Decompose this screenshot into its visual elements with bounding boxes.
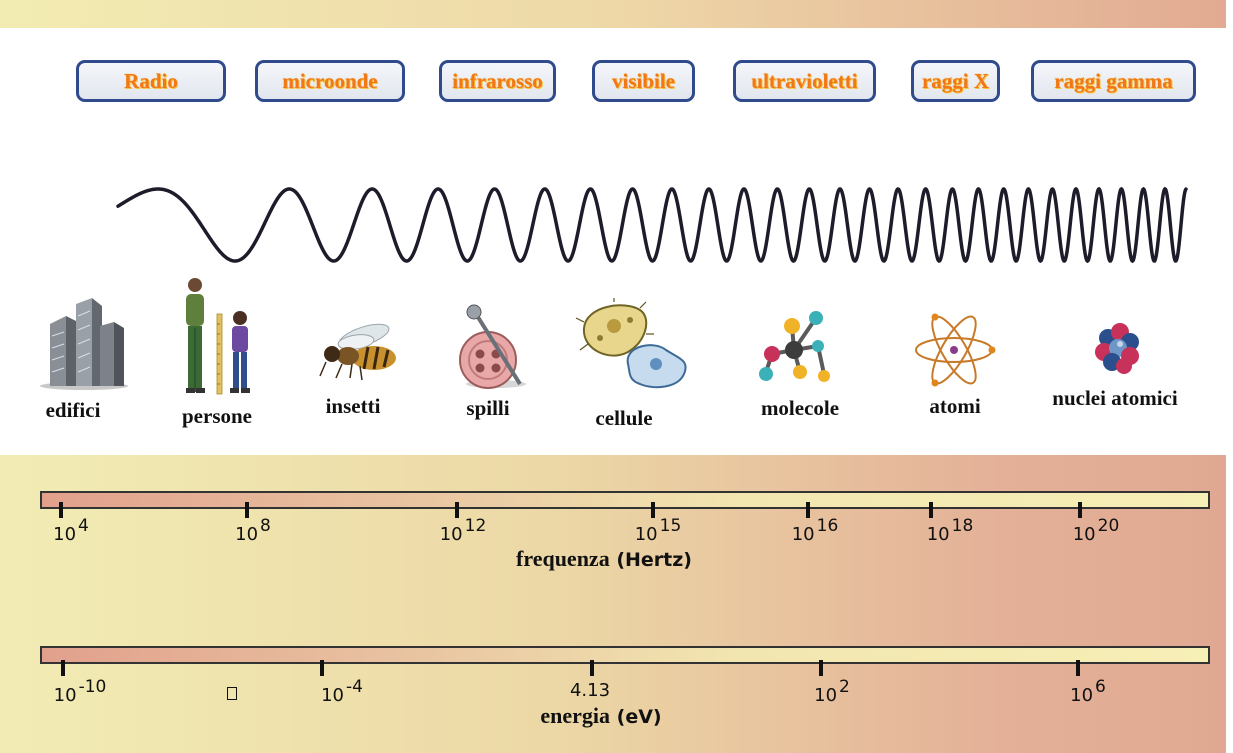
energy-tick <box>819 660 823 676</box>
energy-tick <box>320 660 324 676</box>
region-pill-gamma: raggi gamma <box>1031 60 1196 102</box>
region-pill-microwave: microonde <box>255 60 405 102</box>
frequency-tick-label: 10 8 <box>235 516 271 545</box>
region-label: infrarosso <box>452 68 543 93</box>
right-edge <box>1226 0 1233 753</box>
frequency-tick-label: 10 12 <box>439 516 487 545</box>
wave-path <box>116 186 1188 264</box>
region-label: raggi X <box>921 68 990 93</box>
frequency-tick <box>245 502 249 518</box>
cells-icon <box>575 298 687 389</box>
frequency-tick <box>455 502 459 518</box>
people-icon <box>186 278 250 395</box>
object-label-atoms: atomi <box>929 394 981 418</box>
energy-tick-label: 4.13 <box>569 680 611 701</box>
energy-tick <box>1076 660 1080 676</box>
frequency-tick <box>651 502 655 518</box>
energy-tick <box>590 660 594 676</box>
region-pill-ultraviolet: ultravioletti <box>733 60 876 102</box>
object-label-pins: spilli <box>466 396 510 420</box>
energy-bar <box>40 646 1210 664</box>
frequency-tick <box>59 502 63 518</box>
frequency-tick-label: 10 15 <box>634 516 682 545</box>
energy-tick-label: 10 2 <box>814 677 850 706</box>
pin-button-icon <box>459 304 526 389</box>
frequency-axis-title: frequenza (Hertz) <box>516 546 692 571</box>
object-label-people: persone <box>182 404 252 428</box>
nucleus-icon <box>1095 323 1139 374</box>
wave-curve <box>116 186 1188 264</box>
region-pill-visible: visibile <box>592 60 695 102</box>
region-label: microonde <box>282 68 378 93</box>
region-label: ultravioletti <box>751 68 858 93</box>
frequency-tick-label: 10 20 <box>1072 516 1120 545</box>
frequency-tick <box>1078 502 1082 518</box>
energy-tick-label: 10 6 <box>1070 677 1106 706</box>
energy-tick-label: 10 -10 <box>53 677 107 706</box>
object-label-nuclei: nuclei atomici <box>1052 386 1178 410</box>
object-label-cells: cellule <box>595 406 653 430</box>
frequency-bar <box>40 491 1210 509</box>
region-label: visibile <box>611 68 675 93</box>
region-pill-xray: raggi X <box>911 60 1000 102</box>
frequency-tick-label: 10 18 <box>926 516 974 545</box>
object-label-buildings: edifici <box>45 398 101 422</box>
frequency-tick <box>929 502 933 518</box>
buildings-icon <box>40 298 128 390</box>
energy-axis-title: energia (eV) <box>540 703 662 728</box>
object-label-insects: insetti <box>325 394 381 418</box>
placeholder-box <box>227 687 237 700</box>
energy-tick <box>61 660 65 676</box>
frequency-tick-label: 10 4 <box>53 516 89 545</box>
region-label: raggi gamma <box>1054 68 1173 93</box>
atom-icon <box>915 313 996 387</box>
molecule-icon <box>759 311 830 382</box>
region-pill-radio: Radio <box>76 60 226 102</box>
bee-icon <box>319 323 396 381</box>
object-label-molecules: molecole <box>760 396 840 420</box>
frequency-tick <box>806 502 810 518</box>
region-label: Radio <box>124 68 178 93</box>
top-band <box>0 0 1226 28</box>
region-pill-infrared: infrarosso <box>439 60 556 102</box>
energy-tick-label: 10 -4 <box>321 677 363 706</box>
frequency-tick-label: 10 16 <box>791 516 839 545</box>
